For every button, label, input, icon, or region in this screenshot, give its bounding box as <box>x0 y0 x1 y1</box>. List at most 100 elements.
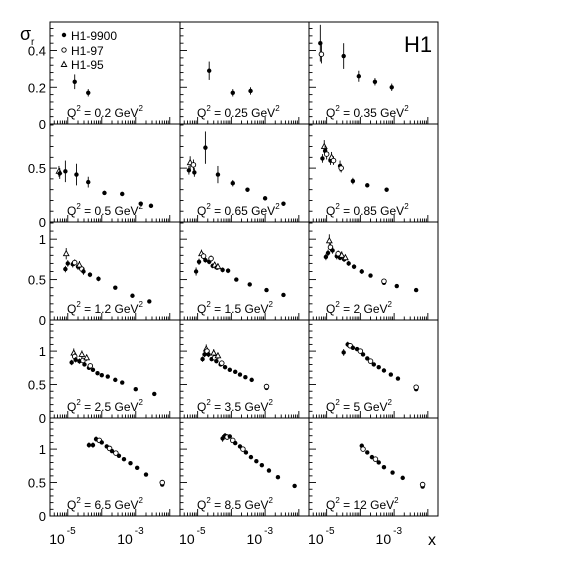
data-point-h1-9900 <box>376 460 381 465</box>
q2-label: Q2 = 2.5 GeV2 <box>67 398 144 414</box>
y-tick-label: 0.5 <box>28 476 46 491</box>
y-tick-label: 1 <box>39 442 46 457</box>
data-point-h1-9900 <box>281 201 286 206</box>
data-point-h1-95 <box>83 353 91 361</box>
data-point-h1-9900 <box>368 273 373 278</box>
data-point-h1-97 <box>413 384 419 390</box>
q2-label-value: = 0.35 GeV <box>340 106 404 120</box>
data-point-h1-95 <box>78 350 86 357</box>
q2-label-unit-exponent: 2 <box>394 496 399 505</box>
data-point-h1-9900 <box>152 391 157 397</box>
data-point-h1-97 <box>381 278 387 284</box>
y-tick-label: 0.2 <box>28 80 46 95</box>
data-point-h1-9900 <box>388 372 394 377</box>
data-point-h1-97 <box>318 51 325 57</box>
data-point-h1-9900 <box>57 171 62 176</box>
q2-label: Q2 = 3.5 GeV2 <box>197 398 274 414</box>
data-point-h1-95 <box>338 251 346 258</box>
q2-label-value: = 8.5 GeV <box>211 498 269 512</box>
q2-label-value: = 5 GeV <box>340 400 388 414</box>
experiment-label: H1 <box>404 32 432 57</box>
q2-label-value: = 2 GeV <box>340 302 388 316</box>
data-point-h1-9900 <box>105 374 110 379</box>
data-point-h1-9900 <box>65 261 70 266</box>
legend-label-h1-9900: H1-9900 <box>71 29 117 43</box>
data-point-h1-9900 <box>200 356 205 362</box>
x-tick-label-exponent: -5 <box>67 526 76 537</box>
data-point-h1-95 <box>210 349 218 356</box>
q2-label-unit-exponent: 2 <box>139 300 144 309</box>
data-point-h1-97 <box>200 253 207 259</box>
data-point-h1-9900 <box>233 369 238 375</box>
data-point-h1-9900 <box>128 460 133 466</box>
y-tick-label: 0.5 <box>28 378 46 393</box>
data-point-h1-95 <box>325 236 333 244</box>
data-point-h1-9900 <box>330 248 335 253</box>
data-point-h1-9900 <box>134 465 140 471</box>
q2-label-value: = 6.5 GeV <box>81 498 139 512</box>
q2-label-unit-exponent: 2 <box>269 398 274 407</box>
q2-label: Q2 = 1.5 GeV2 <box>197 300 274 316</box>
legend-marker-open-triangle <box>60 60 68 67</box>
data-point-h1-9900 <box>143 472 149 477</box>
data-point-h1-9900 <box>413 287 419 293</box>
x-tick-label-exponent: -3 <box>393 526 402 537</box>
data-point-h1-9900 <box>384 187 389 192</box>
q2-label-exponent: 2 <box>335 202 340 211</box>
data-point-h1-9900 <box>203 257 208 263</box>
q2-label-exponent: 2 <box>335 300 340 309</box>
y-tick-label: 0.4 <box>28 44 46 59</box>
q2-label-exponent: 2 <box>206 496 211 505</box>
y-tick-label: 0 <box>39 509 46 524</box>
data-point-h1-9900 <box>245 187 250 192</box>
data-point-h1-9900 <box>259 462 265 468</box>
data-point-h1-9900 <box>81 269 86 274</box>
data-point-h1-9900 <box>365 450 370 455</box>
q2-label-exponent: 2 <box>335 104 340 113</box>
data-point-h1-9900 <box>356 74 362 79</box>
q2-label-exponent: 2 <box>76 202 81 211</box>
data-point-h1-9900 <box>372 79 378 84</box>
data-point-h1-9900 <box>351 264 357 269</box>
data-point-h1-9900 <box>72 79 77 84</box>
q2-label: Q2 = 2 GeV2 <box>326 300 393 316</box>
x-tick-label: 10 <box>308 531 324 547</box>
x-axis-label: x <box>428 532 436 549</box>
data-point-h1-9900 <box>90 367 96 373</box>
data-point-h1-9900 <box>254 458 259 464</box>
labels-layer: 0 0.2 0.4 Q2 = 0.2 GeV2 Q2 = 0.25 GeV2 Q2 = 0… <box>28 44 409 547</box>
data-point-h1-9900 <box>275 475 281 480</box>
data-point-h1-9900 <box>227 434 233 439</box>
data-point-h1-9900 <box>394 283 399 289</box>
data-point-h1-9900 <box>63 169 68 174</box>
data-point-h1-9900 <box>365 183 370 188</box>
q2-label-unit-exponent: 2 <box>388 398 393 407</box>
data-point-h1-9900 <box>130 293 135 298</box>
data-point-h1-97 <box>113 450 119 456</box>
data-point-h1-9900 <box>102 190 107 196</box>
y-tick-label: 0.5 <box>28 161 46 176</box>
data-point-h1-9900 <box>99 372 104 378</box>
q2-label-unit-exponent: 2 <box>139 104 144 113</box>
data-point-h1-9900 <box>147 299 152 304</box>
q2-label: Q2 = 5 GeV2 <box>326 398 393 414</box>
q2-label: Q2 = 0.65 GeV2 <box>197 202 280 218</box>
x-tick-label-exponent: -3 <box>135 526 144 537</box>
q2-label: Q2 = 6.5 GeV2 <box>67 496 144 512</box>
data-point-h1-9900 <box>86 179 91 185</box>
legend-marker-open-circle <box>61 47 67 53</box>
data-point-h1-9900 <box>220 267 225 273</box>
data-point-h1-9900 <box>230 90 235 95</box>
data-point-h1-9900 <box>133 387 138 392</box>
data-point-h1-9900 <box>381 368 387 373</box>
data-point-h1-97 <box>357 348 364 354</box>
x-tick-label: 10 <box>49 531 65 547</box>
data-point-h1-9900 <box>281 292 286 298</box>
data-point-h1-9900 <box>376 364 381 370</box>
data-point-h1-9900 <box>234 277 239 282</box>
data-point-h1-97 <box>208 255 214 262</box>
data-point-h1-9900 <box>381 464 387 470</box>
q2-label: Q2 = 0.85 GeV2 <box>326 202 409 218</box>
q2-label-unit-exponent: 2 <box>404 104 409 113</box>
